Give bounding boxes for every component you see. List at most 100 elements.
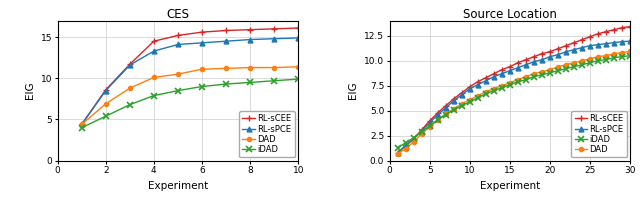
RL-sCEE [531,55,538,58]
iDAD [418,130,426,133]
RL-sPCE [611,41,618,44]
RL-sPCE [531,60,538,63]
iDAD [450,108,458,111]
RL-sPCE [198,42,206,44]
iDAD [78,126,86,129]
RL-sCEE [482,76,490,79]
iDAD [522,78,530,81]
RL-sPCE [426,121,434,124]
RL-sCEE [426,119,434,122]
DAD [402,147,410,150]
DAD [627,50,634,52]
iDAD [474,96,482,99]
iDAD [515,80,522,83]
DAD [434,118,442,121]
RL-sCEE [78,123,86,126]
RL-sPCE [627,40,634,42]
RL-sPCE [570,48,578,51]
DAD [78,123,86,126]
DAD [174,73,182,75]
RL-sCEE [490,72,498,75]
RL-sPCE [474,83,482,86]
DAD [222,67,230,70]
RL-sPCE [410,137,418,140]
DAD [602,54,610,57]
RL-sCEE [522,58,530,61]
RL-sPCE [554,53,562,56]
RL-sPCE [547,55,554,58]
RL-sCEE [579,38,586,41]
DAD [126,87,134,89]
iDAD [246,81,254,84]
iDAD [426,124,434,127]
RL-sCEE [627,25,634,28]
iDAD [602,58,610,61]
iDAD [490,89,498,92]
DAD [531,72,538,75]
RL-sCEE [506,65,514,68]
DAD [482,90,490,93]
RL-sCEE [442,104,450,107]
RL-sPCE [538,58,546,61]
iDAD [547,71,554,74]
RL-sCEE [458,91,466,94]
DAD [522,75,530,78]
iDAD [394,146,401,149]
iDAD [482,92,490,95]
RL-sCEE [474,80,482,83]
DAD [418,132,426,135]
iDAD [586,61,594,64]
RL-sCEE [270,28,278,30]
iDAD [434,118,442,121]
DAD [538,70,546,73]
RL-sCEE [586,35,594,38]
RL-sPCE [434,114,442,116]
RL-sPCE [506,69,514,72]
RL-sCEE [498,68,506,71]
RL-sCEE [515,61,522,64]
DAD [547,68,554,71]
RL-sPCE [595,43,602,46]
DAD [458,102,466,105]
iDAD [554,69,562,72]
DAD [410,140,418,143]
RL-sPCE [498,72,506,75]
RL-sCEE [102,89,109,91]
X-axis label: Experiment: Experiment [480,181,540,191]
iDAD [531,75,538,78]
RL-sPCE [579,46,586,49]
iDAD [294,78,302,80]
Legend: RL-sCEE, RL-sPCE, iDAD, DAD: RL-sCEE, RL-sPCE, iDAD, DAD [572,111,627,157]
RL-sPCE [458,93,466,96]
RL-sCEE [294,27,302,29]
RL-sPCE [174,43,182,46]
DAD [294,66,302,68]
DAD [498,84,506,87]
iDAD [458,104,466,107]
iDAD [627,54,634,57]
DAD [442,112,450,115]
iDAD [611,56,618,59]
Line: RL-sPCE: RL-sPCE [396,39,633,155]
DAD [586,57,594,60]
iDAD [174,89,182,92]
RL-sCEE [222,29,230,32]
iDAD [150,94,157,97]
iDAD [563,67,570,70]
Line: iDAD: iDAD [79,76,301,130]
Line: RL-sPCE: RL-sPCE [79,35,301,127]
RL-sPCE [450,99,458,102]
DAD [246,66,254,69]
RL-sCEE [538,52,546,55]
DAD [570,61,578,64]
RL-sPCE [270,37,278,40]
RL-sCEE [174,34,182,37]
iDAD [538,73,546,76]
DAD [102,103,109,105]
DAD [198,68,206,70]
RL-sCEE [563,44,570,47]
RL-sCEE [611,28,618,31]
DAD [611,52,618,55]
RL-sPCE [466,87,474,90]
RL-sPCE [482,79,490,82]
